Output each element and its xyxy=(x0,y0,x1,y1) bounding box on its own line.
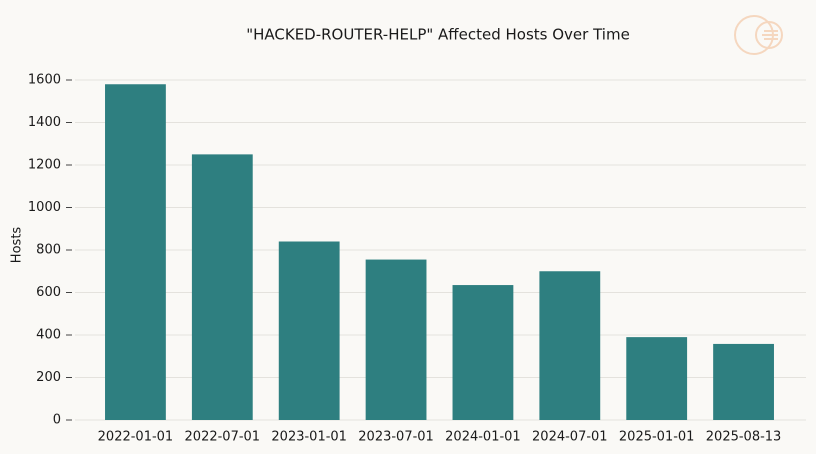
y-tick-label: 200 xyxy=(36,370,61,385)
bar xyxy=(452,285,514,420)
bar xyxy=(105,84,166,420)
x-tick-label: 2024-01-01 xyxy=(445,430,521,445)
x-tick-label: 2022-07-01 xyxy=(185,430,261,445)
y-tick-label: 400 xyxy=(36,328,61,343)
y-tick-label: 1200 xyxy=(28,158,61,173)
bar xyxy=(365,259,427,420)
bar xyxy=(713,343,774,420)
y-axis-label: Hosts xyxy=(10,227,25,264)
chart-title: "HACKED-ROUTER-HELP" Affected Hosts Over… xyxy=(246,26,630,44)
y-tick-label: 0 xyxy=(53,413,61,428)
x-tick-label: 2023-01-01 xyxy=(271,430,347,445)
x-tick-label: 2025-01-01 xyxy=(619,430,695,445)
y-tick-label: 600 xyxy=(36,285,61,300)
x-tick-label: 2023-07-01 xyxy=(358,430,434,445)
x-tick-label: 2022-01-01 xyxy=(98,430,174,445)
x-tick-label: 2025-08-13 xyxy=(706,430,782,445)
y-tick-label: 1400 xyxy=(28,115,61,130)
bar xyxy=(539,271,601,420)
bar xyxy=(191,154,253,420)
bar xyxy=(278,241,340,420)
x-tick-label: 2024-07-01 xyxy=(532,430,608,445)
y-tick-label: 1000 xyxy=(28,200,61,215)
logo xyxy=(734,15,783,55)
y-tick-label: 800 xyxy=(36,243,61,258)
y-tick-label: 1600 xyxy=(28,73,61,88)
bar xyxy=(626,337,688,420)
